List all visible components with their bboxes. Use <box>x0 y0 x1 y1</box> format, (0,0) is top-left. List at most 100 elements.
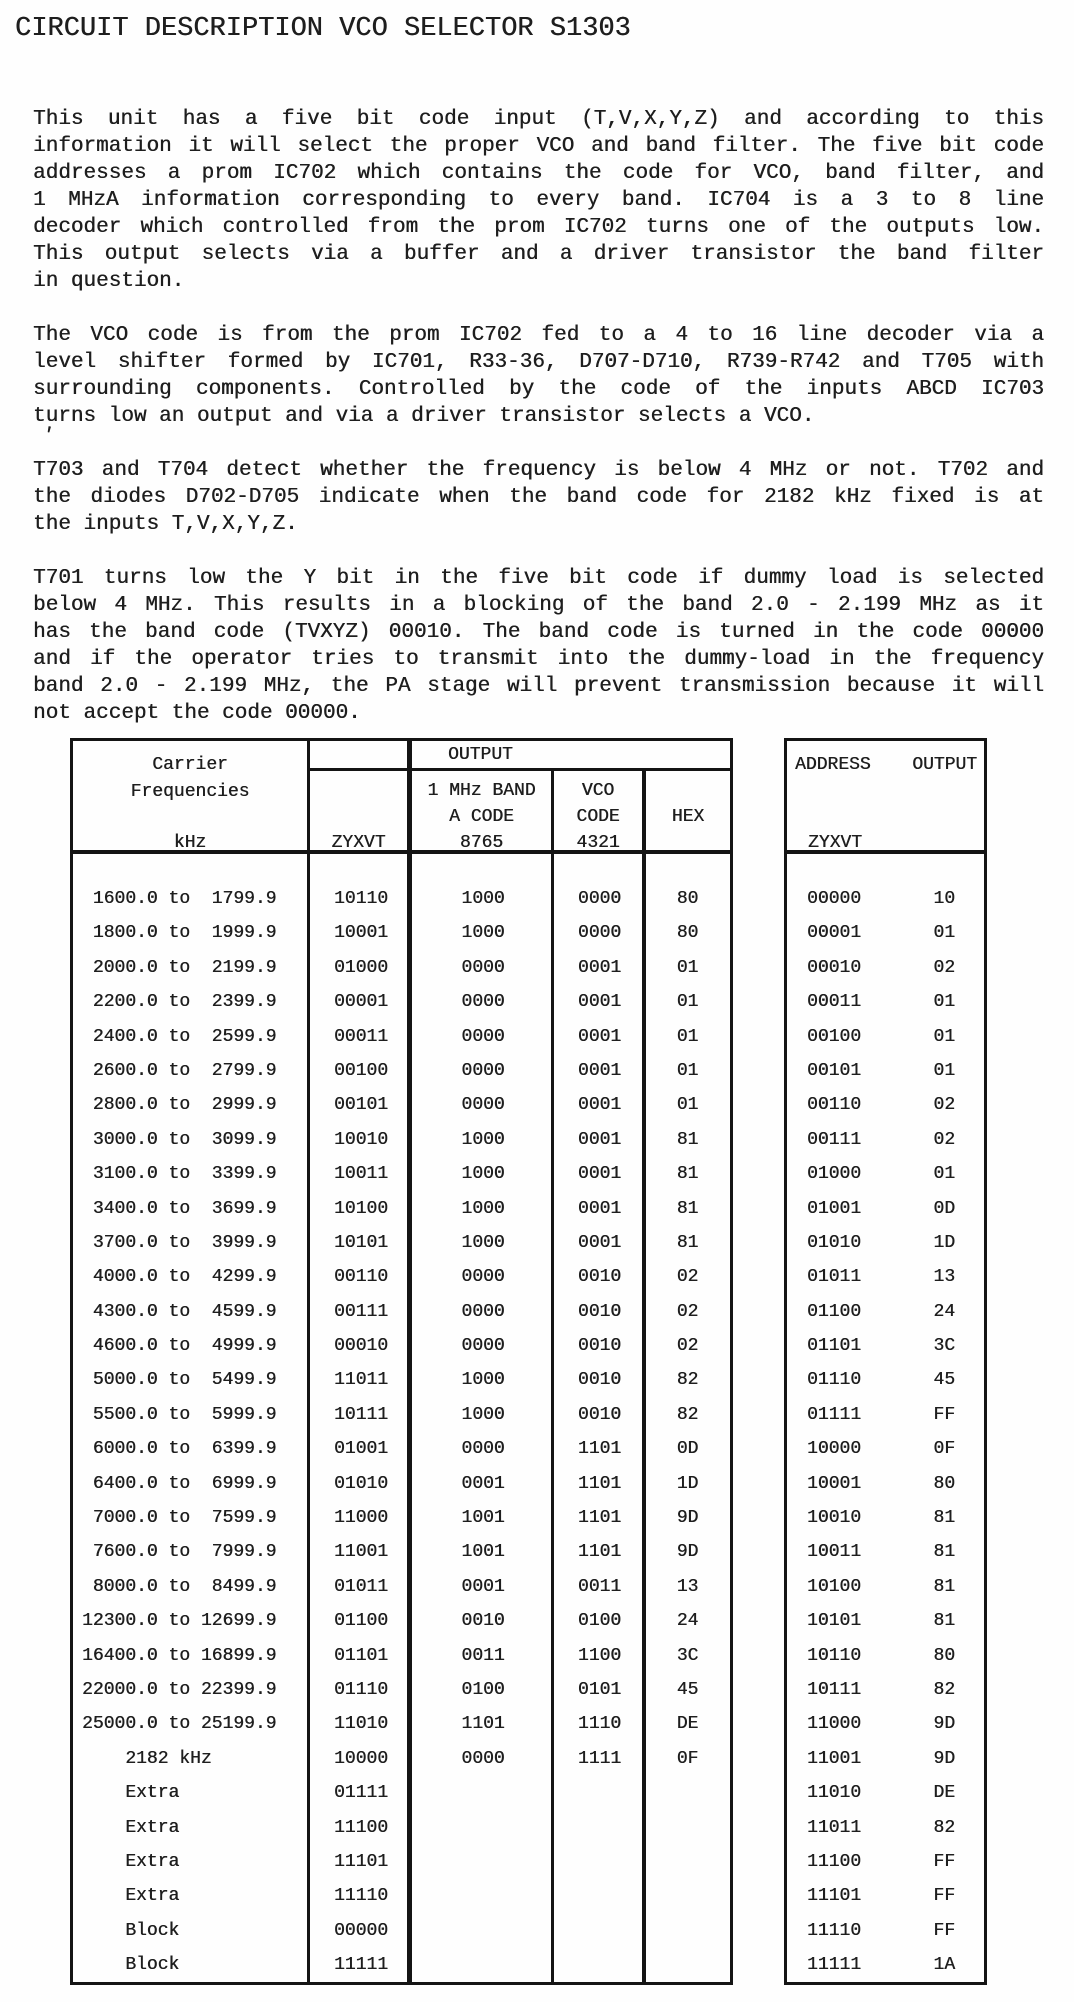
band-a-code-cell: 1000 <box>461 1129 505 1150</box>
carrier-frequency-cell: 3400.0 to 3699.9 <box>82 1198 277 1219</box>
address-table-row: 11100 FF <box>787 1845 984 1879</box>
zyxvt-code-cell: 00101 <box>333 1095 388 1116</box>
address-cell: 11011 <box>807 1817 862 1838</box>
vco-code-cell: 0010 <box>577 1267 622 1288</box>
address-table-row: 00111 02 <box>787 1123 984 1157</box>
hex-cell: 24 <box>676 1611 699 1632</box>
band-table-row: 6000.0 to 6399.9 01001 0000 1101 0D <box>73 1432 730 1466</box>
band-code-table: Carrier Frequencies kHz OUTPUT 1 MHz BAN… <box>70 738 733 1985</box>
hex-cell: 13 <box>676 1576 699 1597</box>
band-table-row: Block 11111 <box>73 1948 730 1982</box>
vco-code-cell <box>554 1914 645 1948</box>
band-table-row: 4000.0 to 4299.9 00110 0000 0010 02 <box>73 1260 730 1294</box>
page-title: CIRCUIT DESCRIPTION VCO SELECTOR S1303 <box>15 14 631 44</box>
hex-cell: 01 <box>676 1095 699 1116</box>
zyxvt-code-cell: 01010 <box>333 1473 388 1494</box>
paragraph-line: the inputs T,V,X,Y,Z. <box>33 513 298 536</box>
vco-code-cell: 0010 <box>577 1404 622 1425</box>
address-cell: 10010 <box>807 1508 862 1529</box>
zyxvt-code-cell: 11000 <box>333 1508 388 1529</box>
paragraph-line: decoder which controlled from the prom I… <box>33 216 1044 239</box>
address-table-row: 00100 01 <box>787 1020 984 1054</box>
address-cell: 10001 <box>807 1473 862 1494</box>
hex-cell: 02 <box>676 1336 699 1357</box>
band-table-row: 3100.0 to 3399.9 10011 1000 0001 81 <box>73 1157 730 1191</box>
vco-code-cell: 1101 <box>577 1542 622 1563</box>
band-table-row: 8000.0 to 8499.9 01011 0001 0011 13 <box>73 1570 730 1604</box>
hex-cell: 82 <box>676 1370 699 1391</box>
hex-cell: 01 <box>676 957 699 978</box>
address-cell: 01000 <box>807 1164 862 1185</box>
address-table-row: 10110 80 <box>787 1639 984 1673</box>
output-cell: 82 <box>933 1679 955 1700</box>
paragraph-line: addresses a prom IC702 which contains th… <box>33 162 1044 185</box>
vco-code-cell: 1111 <box>577 1748 622 1769</box>
output-cell: 02 <box>933 1095 955 1116</box>
output-cell: FF <box>933 1404 955 1425</box>
address-cell: 00100 <box>807 1026 862 1047</box>
vco-code-cell <box>554 1845 645 1879</box>
paragraph-line: 1 MHzA information corresponding to ever… <box>33 189 1044 212</box>
hex-cell: 02 <box>676 1301 699 1322</box>
address-table-row: 11111 1A <box>787 1948 984 1982</box>
address-table-row: 11011 82 <box>787 1811 984 1845</box>
zyxvt-code-cell: 10001 <box>333 923 388 944</box>
address-table-body: 00000 10 00001 01 00010 02 00011 01 00100 01 00101… <box>787 854 984 1982</box>
zyxvt-code-cell: 11011 <box>333 1370 388 1391</box>
band-a-code-cell <box>412 1811 554 1845</box>
band-a-code-cell: 0000 <box>461 1336 505 1357</box>
hex-cell: 01 <box>676 992 699 1013</box>
band-a-code-cell: 0100 <box>461 1679 505 1700</box>
address-table-row: 01110 45 <box>787 1363 984 1397</box>
zyxvt-header-label: ZYXVT <box>808 833 863 853</box>
output-cell: 02 <box>933 957 955 978</box>
band-table-row: Extra 11110 <box>73 1879 730 1913</box>
output-cell: 3C <box>933 1336 955 1357</box>
address-cell: 00000 <box>807 889 862 909</box>
band-a-code-cell: 0000 <box>461 1439 505 1460</box>
zyxvt-code-cell: 11110 <box>333 1886 388 1907</box>
paragraph-line: The VCO code is from the prom IC702 fed … <box>33 324 1044 347</box>
carrier-frequency-cell: 3000.0 to 3099.9 <box>82 1129 277 1150</box>
hex-cell: 81 <box>676 1198 699 1219</box>
hex-cell: 0D <box>676 1439 699 1460</box>
band-a-code-cell: 0000 <box>461 1301 505 1322</box>
address-cell: 00101 <box>807 1060 862 1081</box>
address-cell: 01110 <box>807 1370 862 1391</box>
address-cell: 11101 <box>807 1886 862 1907</box>
zyxvt-code-cell: 11101 <box>333 1851 388 1872</box>
address-cell: 10000 <box>807 1439 862 1460</box>
hex-cell <box>645 1776 730 1810</box>
vco-code-cell <box>554 1776 645 1810</box>
output-cell: 0D <box>933 1198 955 1219</box>
paragraph: This unit has a five bit code input (T,V… <box>33 106 1044 295</box>
zyxvt-code-cell: 00010 <box>333 1336 388 1357</box>
band-table-row: 25000.0 to 25199.9 11010 1101 1110 DE <box>73 1707 730 1741</box>
band-a-code-cell: 0001 <box>461 1576 505 1597</box>
address-table-row: 00001 01 <box>787 916 984 950</box>
carrier-frequency-cell: 16400.0 to 16899.9 <box>82 1645 277 1666</box>
output-group-underline <box>307 768 730 771</box>
output-cell: 81 <box>933 1508 955 1529</box>
band-table-row: 6400.0 to 6999.9 01010 0001 1101 1D <box>73 1467 730 1501</box>
band-table-row: 3400.0 to 3699.9 10100 1000 0001 81 <box>73 1192 730 1226</box>
address-cell: 11001 <box>807 1748 862 1769</box>
band-table-row: 12300.0 to 12699.9 01100 0010 0100 24 <box>73 1604 730 1638</box>
body-text: This unit has a five bit code input (T,V… <box>33 106 1044 754</box>
band-a-code-cell: 1000 <box>461 1198 505 1219</box>
address-cell: 01001 <box>807 1198 862 1219</box>
carrier-frequency-cell: 12300.0 to 12699.9 <box>82 1611 277 1632</box>
table-vertical-rule <box>407 741 412 1982</box>
paragraph: T701 turns low the Y bit in the five bit… <box>33 565 1044 727</box>
band-a-code-cell: 1001 <box>461 1508 505 1529</box>
output-cell: 81 <box>933 1611 955 1632</box>
output-cell: FF <box>933 1886 955 1907</box>
output-group-label: OUTPUT <box>448 745 513 765</box>
band-table-row: Block 00000 <box>73 1914 730 1948</box>
output-header-label: OUTPUT <box>912 755 977 775</box>
zyxvt-code-cell: 01000 <box>333 957 388 978</box>
vco-code-header-line: CODE <box>576 807 620 827</box>
address-cell: 10111 <box>807 1679 862 1700</box>
vco-code-cell: 0001 <box>577 1026 622 1047</box>
band-table-row: 7000.0 to 7599.9 11000 1001 1101 9D <box>73 1501 730 1535</box>
